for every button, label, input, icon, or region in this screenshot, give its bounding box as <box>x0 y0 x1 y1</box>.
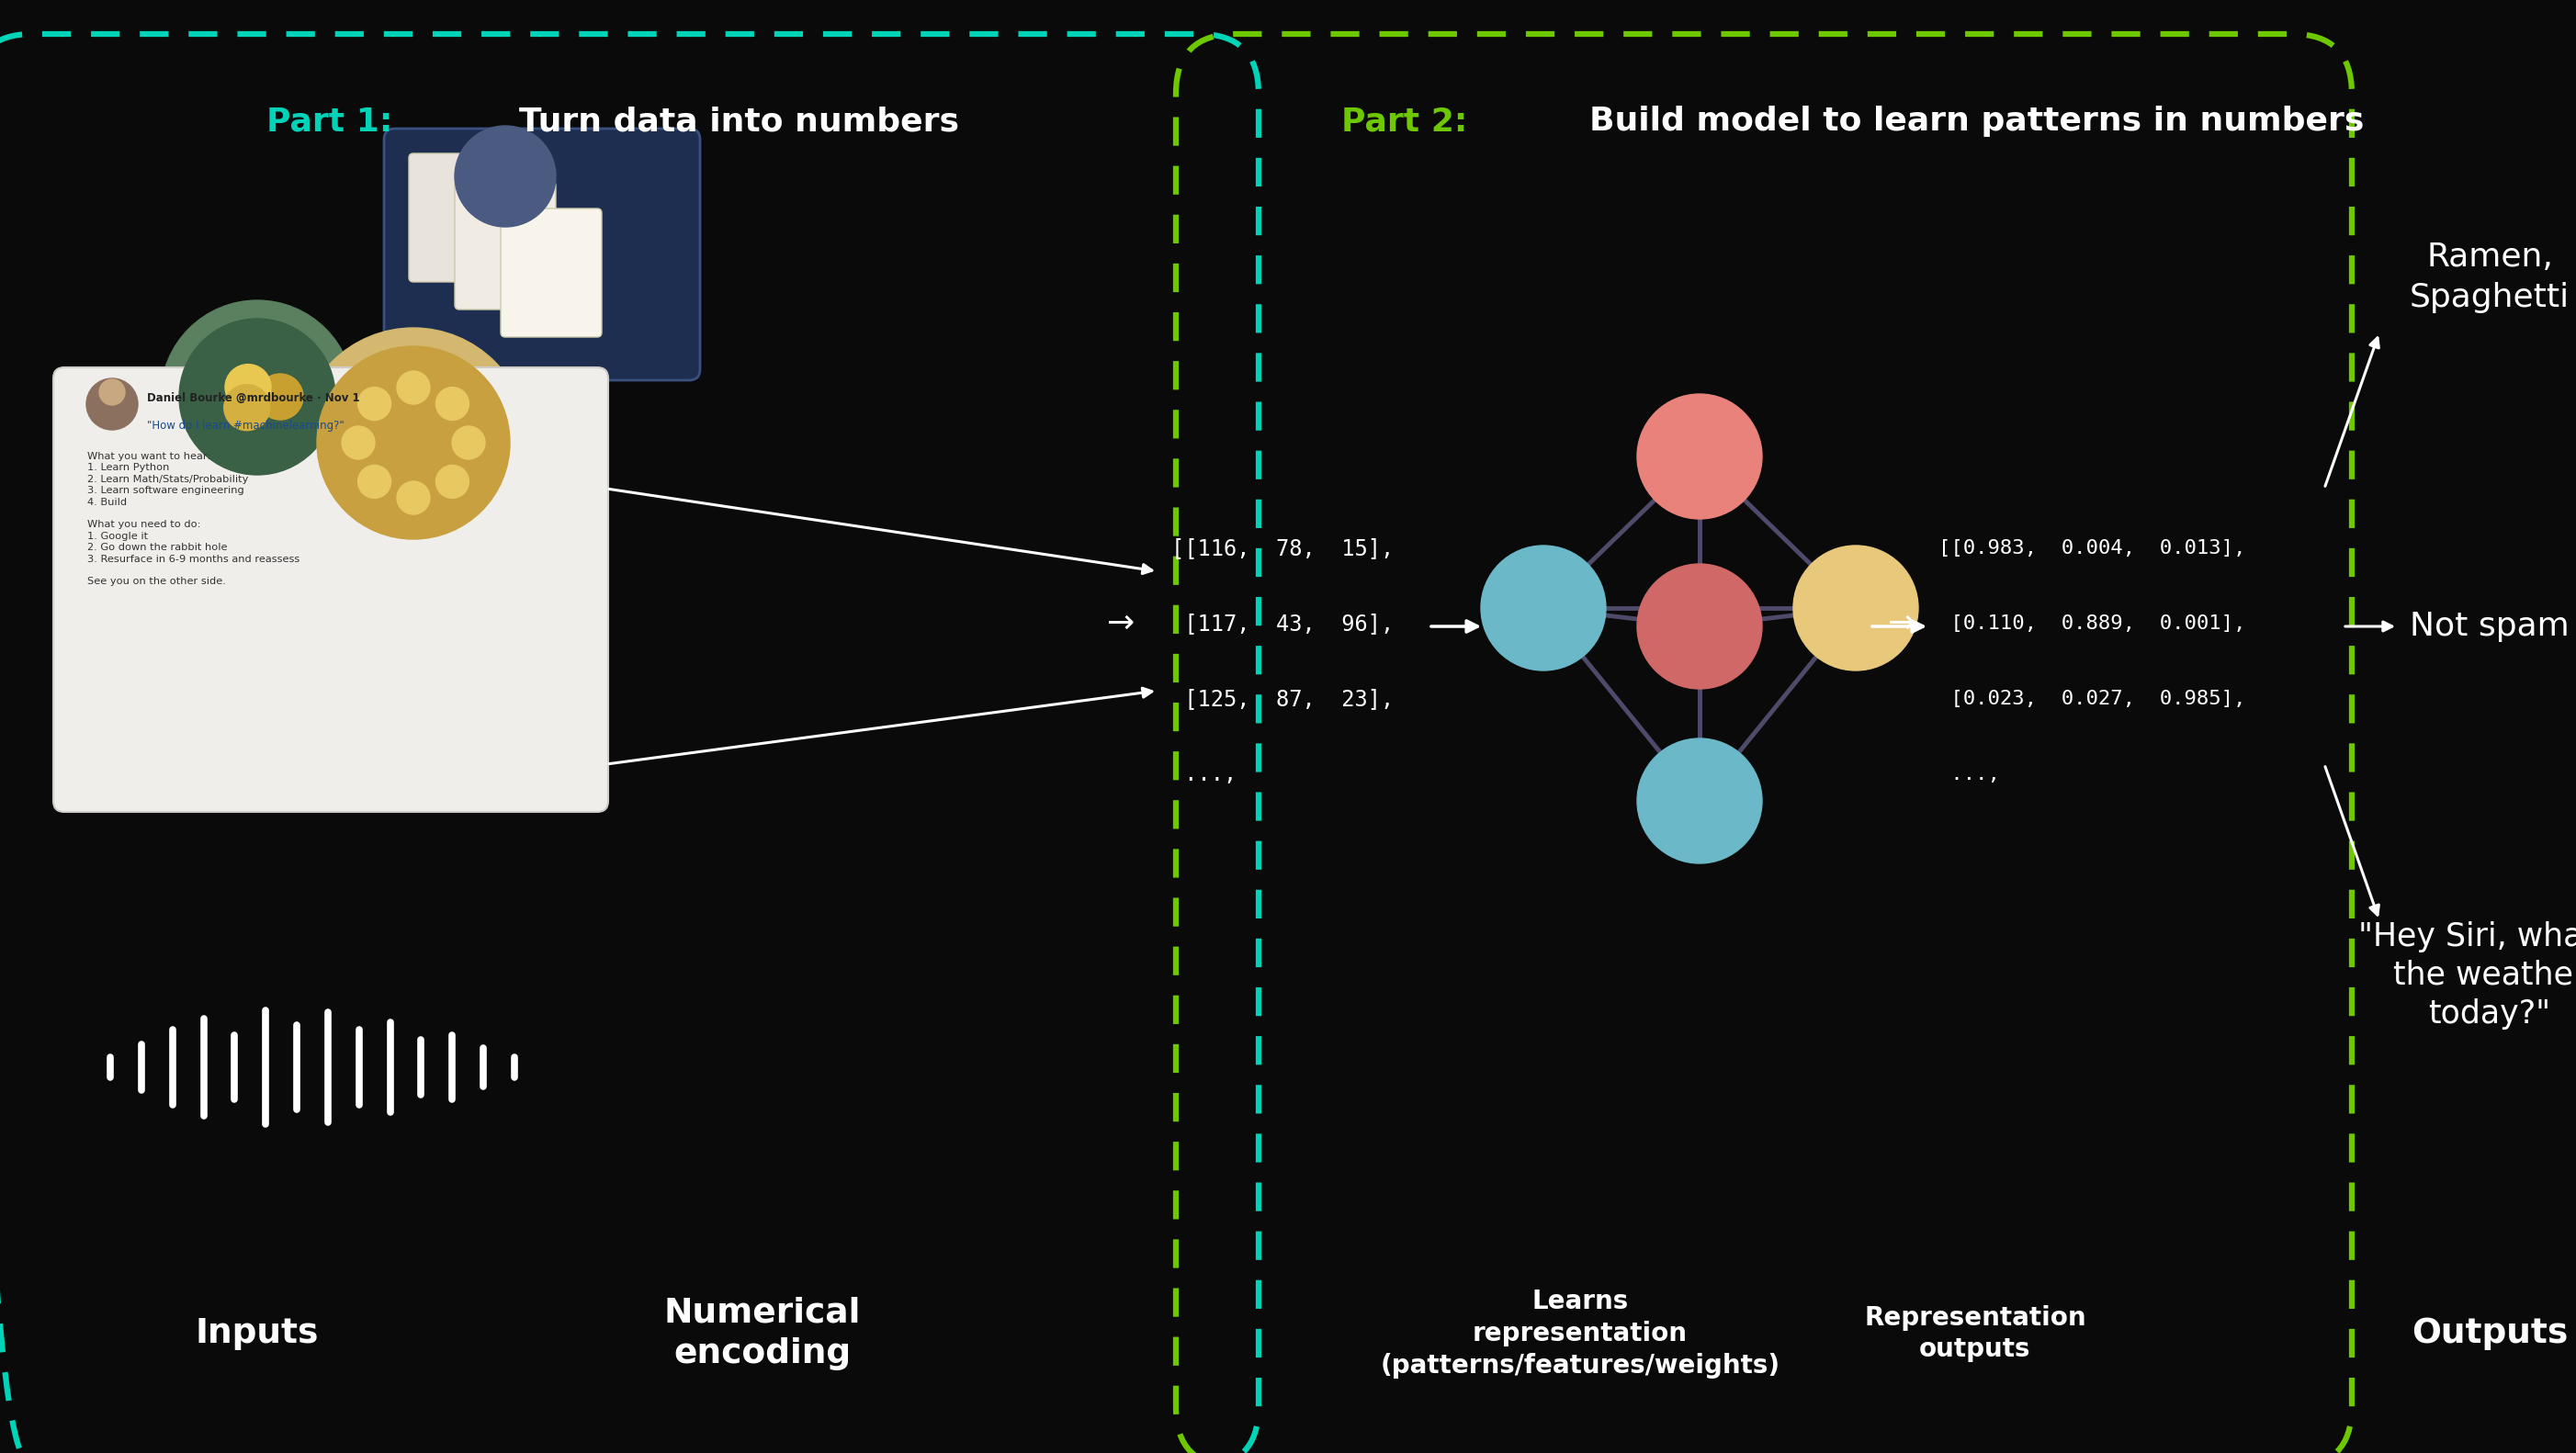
FancyBboxPatch shape <box>54 368 608 812</box>
Text: Turn data into numbers: Turn data into numbers <box>518 106 958 137</box>
Circle shape <box>456 126 556 227</box>
Circle shape <box>160 301 353 493</box>
Text: ...,: ..., <box>1172 763 1236 785</box>
FancyBboxPatch shape <box>456 182 556 309</box>
Circle shape <box>258 373 304 420</box>
Text: [125,  87,  23],: [125, 87, 23], <box>1172 687 1394 711</box>
Text: Not spam: Not spam <box>2409 610 2568 642</box>
Text: →: → <box>1108 607 1136 639</box>
Circle shape <box>1481 545 1605 670</box>
Circle shape <box>1638 394 1762 519</box>
Text: "Hey Siri, what's
the weather
today?": "Hey Siri, what's the weather today?" <box>2360 921 2576 1030</box>
Text: What you want to hear:
1. Learn Python
2. Learn Math/Stats/Probability
3. Learn : What you want to hear: 1. Learn Python 2… <box>88 452 299 587</box>
Circle shape <box>224 385 270 430</box>
Circle shape <box>88 378 137 430</box>
Text: ...,: ..., <box>1937 766 1999 783</box>
Circle shape <box>180 318 335 475</box>
Circle shape <box>451 426 484 459</box>
FancyBboxPatch shape <box>500 208 603 337</box>
FancyBboxPatch shape <box>384 128 701 381</box>
Text: Numerical
encoding: Numerical encoding <box>665 1296 860 1370</box>
Text: Part 2:: Part 2: <box>1342 106 1468 137</box>
Text: →: → <box>1888 607 1917 639</box>
Circle shape <box>299 328 528 558</box>
Circle shape <box>1793 545 1919 670</box>
Circle shape <box>358 386 392 420</box>
Circle shape <box>397 371 430 404</box>
Circle shape <box>1638 564 1762 689</box>
Text: [0.110,  0.889,  0.001],: [0.110, 0.889, 0.001], <box>1937 615 2246 634</box>
Circle shape <box>435 465 469 498</box>
Text: Outputs: Outputs <box>2411 1316 2568 1350</box>
Text: Part 1:: Part 1: <box>265 106 392 137</box>
FancyBboxPatch shape <box>410 154 510 282</box>
Circle shape <box>435 386 469 420</box>
Circle shape <box>224 365 270 410</box>
Text: [117,  43,  96],: [117, 43, 96], <box>1172 613 1394 635</box>
Circle shape <box>358 465 392 498</box>
Text: "How do I learn #machinelearning?": "How do I learn #machinelearning?" <box>147 420 345 432</box>
Circle shape <box>100 379 126 405</box>
Circle shape <box>343 426 376 459</box>
Text: Learns
representation
(patterns/features/weights): Learns representation (patterns/features… <box>1381 1289 1780 1379</box>
Text: [[116,  78,  15],: [[116, 78, 15], <box>1172 538 1394 559</box>
Circle shape <box>397 481 430 514</box>
Circle shape <box>317 346 510 539</box>
Text: Representation
outputs: Representation outputs <box>1865 1305 2087 1363</box>
Text: Inputs: Inputs <box>196 1316 319 1350</box>
Text: Build model to learn patterns in numbers: Build model to learn patterns in numbers <box>1589 106 2365 137</box>
Text: [0.023,  0.027,  0.985],: [0.023, 0.027, 0.985], <box>1937 690 2246 708</box>
Text: Ramen,
Spaghetti: Ramen, Spaghetti <box>2409 241 2571 312</box>
Circle shape <box>1638 738 1762 863</box>
Text: Daniel Bourke @mrdbourke · Nov 1: Daniel Bourke @mrdbourke · Nov 1 <box>147 392 361 404</box>
Text: [[0.983,  0.004,  0.013],: [[0.983, 0.004, 0.013], <box>1937 539 2246 558</box>
